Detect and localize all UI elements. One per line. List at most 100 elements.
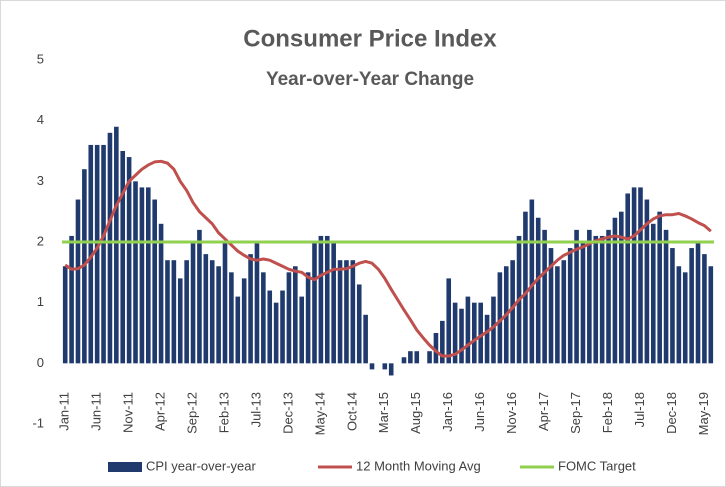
x-tick-label: Apr-17 xyxy=(536,392,551,431)
bar xyxy=(248,254,253,364)
legend-label: CPI year-over-year xyxy=(146,458,256,473)
bar xyxy=(216,266,221,364)
x-tick-label: Oct-14 xyxy=(344,392,359,431)
bar xyxy=(702,254,707,364)
bar xyxy=(145,187,151,364)
bar xyxy=(107,132,113,364)
bar xyxy=(510,260,515,364)
bar xyxy=(344,260,349,364)
bar xyxy=(190,242,196,364)
bar xyxy=(625,193,631,364)
bar xyxy=(484,314,490,364)
bar xyxy=(535,217,541,364)
bar xyxy=(133,181,138,364)
x-tick-label: Sep-17 xyxy=(568,392,583,434)
x-tick-label: Jun-16 xyxy=(472,392,487,432)
bar xyxy=(452,302,458,364)
chart-title: Consumer Price Index xyxy=(243,25,497,52)
y-tick-label: 1 xyxy=(37,294,44,309)
bar xyxy=(324,235,330,364)
bar xyxy=(203,254,209,364)
bar xyxy=(542,229,547,364)
bar xyxy=(75,199,81,364)
bar xyxy=(337,260,343,364)
bar xyxy=(222,242,228,364)
bar xyxy=(574,229,579,364)
x-tick-label: Dec-18 xyxy=(664,392,679,434)
x-tick-label: Aug-15 xyxy=(408,392,423,434)
legend-label: FOMC Target xyxy=(558,458,636,473)
bar xyxy=(318,235,324,364)
bar xyxy=(657,211,662,364)
bar xyxy=(580,242,586,364)
x-tick-label: Jul-13 xyxy=(248,392,263,427)
bar xyxy=(599,235,605,364)
bar xyxy=(293,266,298,364)
legend-swatch xyxy=(108,462,142,472)
x-tick-label: Feb-13 xyxy=(216,392,231,433)
x-tick-label: Sep-12 xyxy=(184,392,199,434)
bar xyxy=(261,272,266,364)
bar xyxy=(139,187,145,364)
bar xyxy=(459,308,464,364)
bar xyxy=(152,199,157,364)
bar xyxy=(523,211,528,364)
bar xyxy=(440,320,445,364)
bar xyxy=(101,144,106,364)
y-tick-label: 0 xyxy=(37,355,44,370)
bar xyxy=(708,266,714,364)
x-tick-label: Dec-13 xyxy=(280,392,295,434)
legend-label: 12 Month Moving Avg xyxy=(356,458,481,473)
bar xyxy=(414,351,420,364)
bar xyxy=(312,242,317,364)
x-tick-label: May-19 xyxy=(696,392,711,435)
bar xyxy=(114,126,119,364)
bar xyxy=(62,266,68,364)
bar xyxy=(567,248,573,364)
x-tick-label: Feb-18 xyxy=(600,392,615,433)
bar xyxy=(548,248,554,364)
bar xyxy=(273,302,279,364)
bar xyxy=(631,187,637,364)
x-tick-label: Jan-16 xyxy=(440,392,455,432)
bar xyxy=(94,144,100,364)
bar xyxy=(299,296,305,364)
bar xyxy=(229,272,234,364)
bar xyxy=(305,272,311,364)
x-tick-label: Nov-16 xyxy=(504,392,519,434)
x-tick-label: May-14 xyxy=(312,392,327,435)
bar xyxy=(491,296,496,364)
bar xyxy=(171,260,177,364)
bar xyxy=(363,314,368,364)
bar xyxy=(638,187,643,364)
bar xyxy=(165,260,170,364)
bar xyxy=(446,278,452,364)
bar xyxy=(388,363,394,376)
bar xyxy=(670,248,675,364)
y-tick-label: 5 xyxy=(37,51,44,66)
x-tick-label: Nov-11 xyxy=(121,392,136,433)
chart-subtitle: Year-over-Year Change xyxy=(266,69,474,90)
x-tick-label: Jun-11 xyxy=(89,392,104,431)
bar xyxy=(529,199,535,364)
x-tick-label: Jan-11 xyxy=(57,392,72,431)
bar xyxy=(254,242,260,364)
bar xyxy=(120,151,126,364)
bar xyxy=(158,223,164,364)
bar xyxy=(689,248,694,364)
y-tick-label: 2 xyxy=(37,233,44,248)
bar xyxy=(369,363,375,370)
bar xyxy=(497,272,503,364)
bar xyxy=(401,357,407,364)
bar xyxy=(382,363,388,370)
bar xyxy=(650,223,656,364)
bar xyxy=(408,351,413,364)
bar xyxy=(471,302,477,364)
moving-average-line xyxy=(64,159,712,358)
bar xyxy=(593,235,599,364)
y-tick-label: 3 xyxy=(37,173,44,188)
x-tick-label: Jul-18 xyxy=(632,392,647,427)
bar xyxy=(88,144,94,364)
bar xyxy=(350,260,356,364)
